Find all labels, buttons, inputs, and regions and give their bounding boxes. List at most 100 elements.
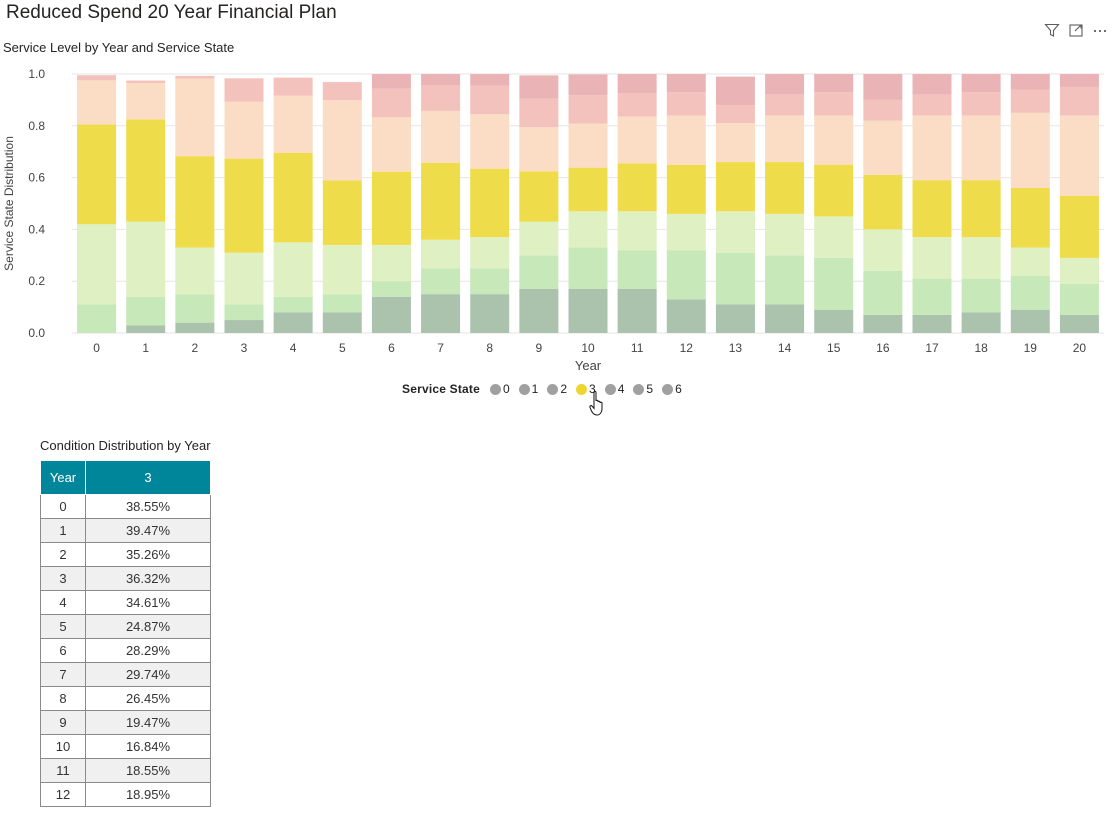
column-header-service-state-3[interactable]: 3 — [85, 460, 211, 495]
bar-segment-year-3-state-5 — [224, 78, 264, 102]
table-row[interactable]: 2 35.26% — [40, 542, 211, 567]
bar-segment-year-9-state-5 — [519, 98, 559, 128]
bar-segment-year-7-state-1 — [421, 268, 461, 295]
table-row[interactable]: 1 39.47% — [40, 518, 211, 543]
bar-segment-year-6-state-2 — [371, 244, 411, 282]
legend-marker — [604, 383, 616, 395]
bar-segment-year-1-state-1 — [126, 296, 166, 326]
x-tick-label: 1 — [142, 341, 149, 355]
bar-segment-year-14-state-3 — [765, 162, 805, 214]
legend-item-4[interactable]: 4 — [604, 382, 624, 396]
bar-segment-year-8-state-4 — [470, 114, 510, 169]
x-tick-label: 15 — [827, 341, 841, 355]
table-row[interactable]: 8 26.45% — [40, 686, 211, 711]
bar-segment-year-2-state-4 — [175, 78, 215, 157]
bar-segment-year-7-state-5 — [421, 85, 461, 111]
bar-segment-year-14-state-6 — [765, 74, 805, 95]
more-options-icon[interactable] — [1092, 22, 1108, 38]
bar-segment-year-16-state-3 — [863, 175, 903, 230]
bar-segment-year-4-state-4 — [273, 95, 313, 153]
bar-segment-year-18-state-2 — [961, 237, 1001, 279]
legend-item-6[interactable]: 6 — [662, 382, 682, 396]
bar-segment-year-9-state-6 — [519, 75, 559, 99]
table-row[interactable]: 0 38.55% — [40, 494, 211, 519]
bar-segment-year-0-state-5 — [77, 75, 117, 81]
table-row[interactable]: 12 18.95% — [40, 782, 211, 807]
bar-segment-year-16-state-5 — [863, 99, 903, 121]
bar-segment-year-13-state-4 — [715, 123, 755, 163]
bar-segment-year-7-state-6 — [421, 74, 461, 86]
legend-item-5[interactable]: 5 — [633, 382, 653, 396]
bar-segment-year-11-state-4 — [617, 116, 657, 164]
legend-item-3[interactable]: 3 — [576, 382, 596, 396]
legend-marker — [547, 383, 559, 395]
bar-segment-year-10-state-2 — [568, 211, 608, 248]
y-tick-label: 0.2 — [28, 274, 45, 288]
legend-item-1[interactable]: 1 — [518, 382, 538, 396]
bar-segment-year-5-state-4 — [322, 100, 362, 181]
table-row[interactable]: 4 34.61% — [40, 590, 211, 615]
bar-segment-year-0-state-2 — [77, 224, 117, 305]
bar-segment-year-4-state-1 — [273, 296, 313, 313]
bar-segment-year-6-state-3 — [371, 171, 411, 245]
bar-segment-year-20-state-5 — [1059, 86, 1099, 116]
x-tick-label: 12 — [680, 341, 694, 355]
bar-segment-year-6-state-4 — [371, 117, 411, 172]
table-row[interactable]: 7 29.74% — [40, 662, 211, 687]
table-row[interactable]: 11 18.55% — [40, 758, 211, 783]
x-tick-label: 6 — [388, 341, 395, 355]
table-title: Condition Distribution by Year — [40, 438, 211, 453]
table-row[interactable]: 3 36.32% — [40, 566, 211, 591]
year-cell: 4 — [40, 590, 86, 615]
y-axis-title: Service State Distribution — [2, 136, 16, 271]
bar-segment-year-12-state-2 — [666, 213, 706, 251]
bar-segment-year-17-state-1 — [912, 278, 952, 315]
bar-segment-year-18-state-1 — [961, 278, 1001, 313]
bar-segment-year-1-state-4 — [126, 83, 166, 120]
table-row[interactable]: 6 28.29% — [40, 638, 211, 663]
legend-label: 5 — [646, 382, 654, 396]
focus-mode-icon[interactable] — [1068, 22, 1084, 38]
table-row[interactable]: 5 24.87% — [40, 614, 211, 639]
legend-label: 2 — [560, 382, 568, 396]
bar-segment-year-16-state-6 — [863, 74, 903, 100]
table-header-row: Year 3 — [40, 460, 211, 495]
bar-segment-year-12-state-4 — [666, 115, 706, 165]
bar-segment-year-16-state-1 — [863, 270, 903, 315]
bar-segment-year-2-state-0 — [175, 322, 215, 333]
year-cell: 7 — [40, 662, 86, 687]
bar-segment-year-13-state-0 — [715, 304, 755, 333]
bar-segment-year-10-state-5 — [568, 95, 608, 124]
column-header-year[interactable]: Year — [40, 460, 86, 495]
year-cell: 8 — [40, 686, 86, 711]
bar-segment-year-20-state-0 — [1059, 314, 1099, 333]
legend-item-2[interactable]: 2 — [547, 382, 567, 396]
bar-segment-year-14-state-0 — [765, 304, 805, 333]
bar-segment-year-9-state-2 — [519, 221, 559, 256]
bar-segment-year-18-state-0 — [961, 312, 1001, 333]
bar-segment-year-18-state-3 — [961, 180, 1001, 238]
year-cell: 0 — [40, 494, 86, 519]
x-axis-title: Year — [575, 358, 602, 373]
filter-icon[interactable] — [1044, 22, 1060, 38]
table-row[interactable]: 10 16.84% — [40, 734, 211, 759]
year-cell: 6 — [40, 638, 86, 663]
bar-segment-year-19-state-0 — [1010, 309, 1050, 333]
bar-segment-year-9-state-0 — [519, 288, 559, 333]
legend-item-0[interactable]: 0 — [489, 382, 510, 396]
bar-segment-year-9-state-4 — [519, 127, 559, 172]
stacked-bar-chart: 0.00.20.40.60.81.00 1 2 3 4 5 6 7 8 9 10 11 12 13 14 15… — [2, 67, 1104, 373]
table-row[interactable]: 9 19.47% — [40, 710, 211, 735]
bar-segment-year-19-state-5 — [1010, 89, 1050, 113]
year-cell: 3 — [40, 566, 86, 591]
bar-segment-year-11-state-6 — [617, 74, 657, 94]
state-3-percent-cell: 28.29% — [85, 638, 211, 663]
state-3-percent-cell: 16.84% — [85, 734, 211, 759]
state-3-percent-cell: 24.87% — [85, 614, 211, 639]
bar-segment-year-10-state-3 — [568, 167, 608, 212]
legend-label: 3 — [589, 382, 596, 396]
bar-segment-year-0-state-3 — [77, 124, 117, 225]
legend-marker — [662, 383, 674, 395]
state-3-percent-cell: 18.55% — [85, 758, 211, 783]
legend-marker — [489, 383, 501, 395]
